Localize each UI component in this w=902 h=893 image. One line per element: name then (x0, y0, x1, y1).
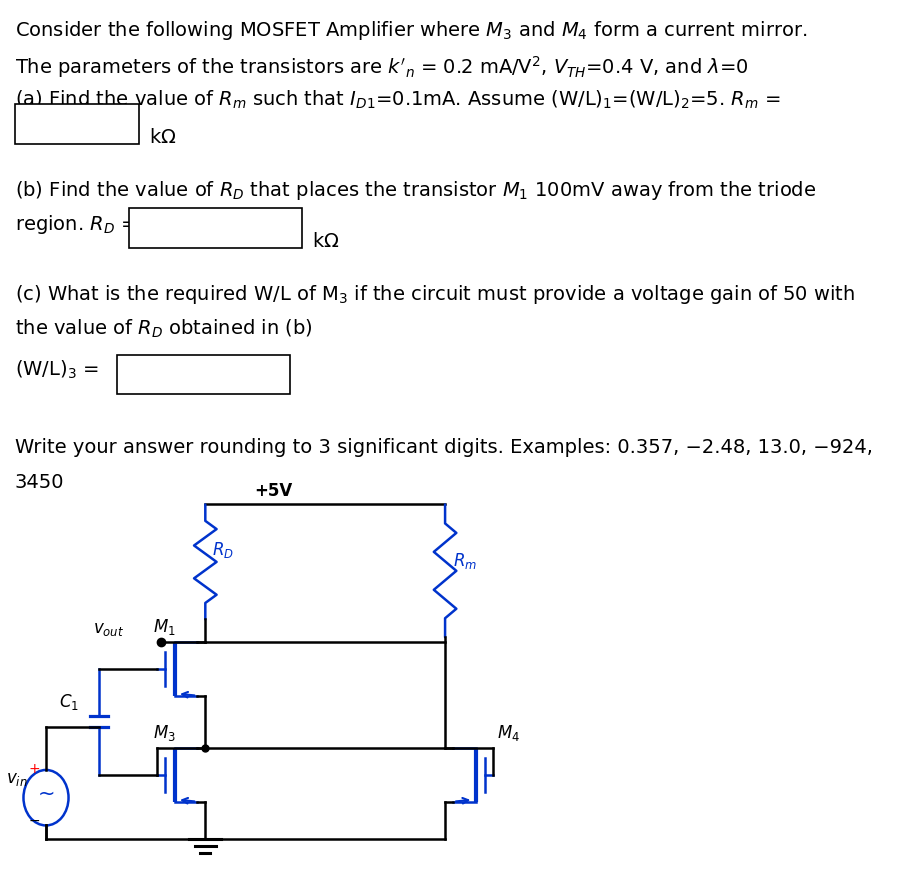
Text: k$\Omega$: k$\Omega$ (149, 128, 176, 147)
Text: $M_4$: $M_4$ (497, 723, 520, 743)
Text: (b) Find the value of $R_D$ that places the transistor $M_1$ 100mV away from the: (b) Find the value of $R_D$ that places … (14, 179, 815, 202)
Text: $C_1$: $C_1$ (59, 692, 78, 712)
Text: 3450: 3450 (14, 472, 64, 492)
Text: $v_{out}$: $v_{out}$ (93, 621, 124, 638)
Text: Consider the following MOSFET Amplifier where $\mathit{M}_3$ and $\mathit{M}_4$ : Consider the following MOSFET Amplifier … (14, 19, 806, 42)
Text: $R_m$: $R_m$ (453, 551, 476, 571)
Text: (W/L)$_3$ =: (W/L)$_3$ = (14, 359, 98, 381)
Text: (c) What is the required W/L of M$_3$ if the circuit must provide a voltage gain: (c) What is the required W/L of M$_3$ if… (14, 282, 854, 305)
Text: $M_1$: $M_1$ (152, 617, 176, 638)
Text: the value of $R_D$ obtained in (b): the value of $R_D$ obtained in (b) (14, 317, 312, 339)
Text: −: − (28, 814, 40, 828)
Text: +5V: +5V (254, 482, 292, 500)
Text: $v_{in}$: $v_{in}$ (5, 770, 27, 788)
FancyBboxPatch shape (116, 355, 290, 395)
Text: +: + (28, 762, 40, 776)
FancyBboxPatch shape (14, 104, 139, 144)
Text: The parameters of the transistors are $k'_n$ = 0.2 mA/V$^2$, $V_{TH}$=0.4 V, and: The parameters of the transistors are $k… (14, 54, 748, 79)
FancyBboxPatch shape (129, 208, 301, 248)
Text: $R_D$: $R_D$ (211, 540, 234, 560)
Text: region. $R_D$ =: region. $R_D$ = (14, 213, 136, 236)
Text: $M_3$: $M_3$ (152, 723, 176, 743)
Text: k$\Omega$: k$\Omega$ (311, 232, 338, 251)
Text: Write your answer rounding to 3 significant digits. Examples: 0.357, −2.48, 13.0: Write your answer rounding to 3 signific… (14, 438, 871, 457)
Text: (a) Find the value of $R_m$ such that $I_{D1}$=0.1mA. Assume (W/L)$_1$=(W/L)$_2$: (a) Find the value of $R_m$ such that $I… (14, 88, 779, 111)
Text: ~: ~ (37, 784, 55, 804)
